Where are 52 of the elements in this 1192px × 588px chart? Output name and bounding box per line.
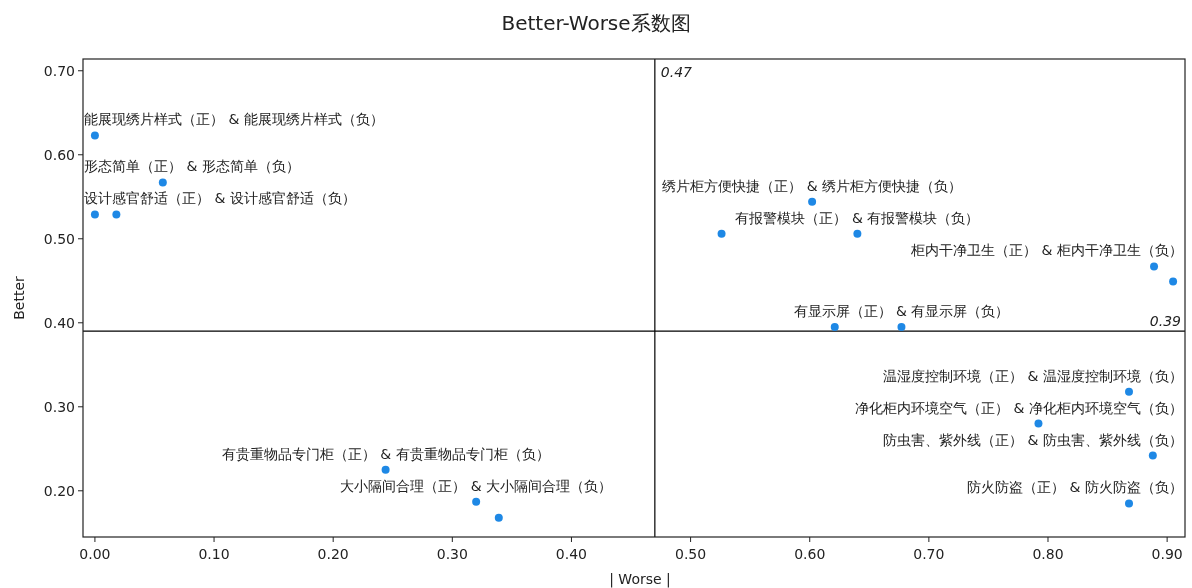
point bbox=[90, 210, 99, 219]
annotation: 防虫害、紫外线（正） & 防虫害、紫外线（负） bbox=[883, 431, 1183, 448]
point bbox=[158, 178, 167, 187]
point bbox=[717, 229, 726, 238]
annotation: 能展现绣片样式（正） & 能展现绣片样式（负） bbox=[84, 111, 384, 128]
point bbox=[853, 229, 862, 238]
point bbox=[112, 210, 121, 219]
point bbox=[90, 131, 99, 140]
point bbox=[897, 322, 906, 331]
x-tick-label: 0.10 bbox=[198, 546, 230, 562]
point bbox=[1034, 419, 1043, 428]
y-tick-label: 0.40 bbox=[43, 314, 75, 331]
x-tick-label: 0.30 bbox=[436, 546, 468, 562]
chart-title: Better-Worse系数图 bbox=[501, 11, 691, 35]
annotation: 柜内干净卫生（正） & 柜内干净卫生（负） bbox=[910, 242, 1183, 259]
ref-line-label: 0.47 bbox=[660, 64, 693, 80]
annotation: 设计感官舒适（正） & 设计感官舒适（负） bbox=[84, 190, 356, 207]
x-tick-label: 0.50 bbox=[675, 546, 707, 562]
point bbox=[1169, 277, 1178, 286]
annotation: 形态简单（正） & 形态简单（负） bbox=[84, 158, 300, 175]
point bbox=[830, 322, 839, 331]
point bbox=[1150, 262, 1159, 271]
x-tick-label: 0.70 bbox=[913, 546, 945, 562]
annotation: 大小隔间合理（正） & 大小隔间合理（负） bbox=[340, 477, 613, 494]
point bbox=[1148, 451, 1157, 460]
point bbox=[494, 513, 503, 522]
y-tick-label: 0.60 bbox=[43, 146, 75, 163]
y-tick-label: 0.70 bbox=[43, 62, 75, 79]
annotation: 有显示屏（正） & 有显示屏（负） bbox=[793, 302, 1010, 319]
annotation: 绣片柜方便快捷（正） & 绣片柜方便快捷（负） bbox=[662, 177, 963, 194]
y-axis-title: Better bbox=[11, 275, 27, 320]
point bbox=[808, 197, 817, 206]
x-tick-label: 0.60 bbox=[794, 546, 826, 562]
point bbox=[472, 497, 481, 506]
x-axis-title: | Worse | bbox=[609, 571, 671, 588]
annotation: 防火防盗（正） & 防火防盗（负） bbox=[967, 479, 1183, 496]
ref-line-label: 0.39 bbox=[1149, 313, 1182, 330]
y-tick-label: 0.20 bbox=[43, 482, 75, 499]
y-tick-label: 0.30 bbox=[43, 398, 75, 415]
x-tick-label: 0.90 bbox=[1151, 546, 1183, 562]
x-tick-label: 0.00 bbox=[79, 546, 111, 562]
point bbox=[1125, 499, 1134, 508]
x-tick-label: 0.40 bbox=[555, 546, 588, 562]
annotation: 有报警模块（正） & 有报警模块（负） bbox=[735, 209, 980, 226]
point bbox=[381, 465, 390, 474]
annotation: 温湿度控制环境（正） & 温湿度控制环境（负） bbox=[883, 367, 1183, 384]
y-tick-label: 0.50 bbox=[43, 230, 75, 247]
annotation: 净化柜内环境空气（正） & 净化柜内环境空气（负） bbox=[855, 399, 1183, 416]
x-tick-label: 0.20 bbox=[317, 546, 349, 562]
x-tick-label: 0.80 bbox=[1032, 546, 1064, 562]
annotation: 有贵重物品专门柜（正） & 有贵重物品专门柜（负） bbox=[221, 445, 550, 462]
point bbox=[1125, 387, 1134, 396]
